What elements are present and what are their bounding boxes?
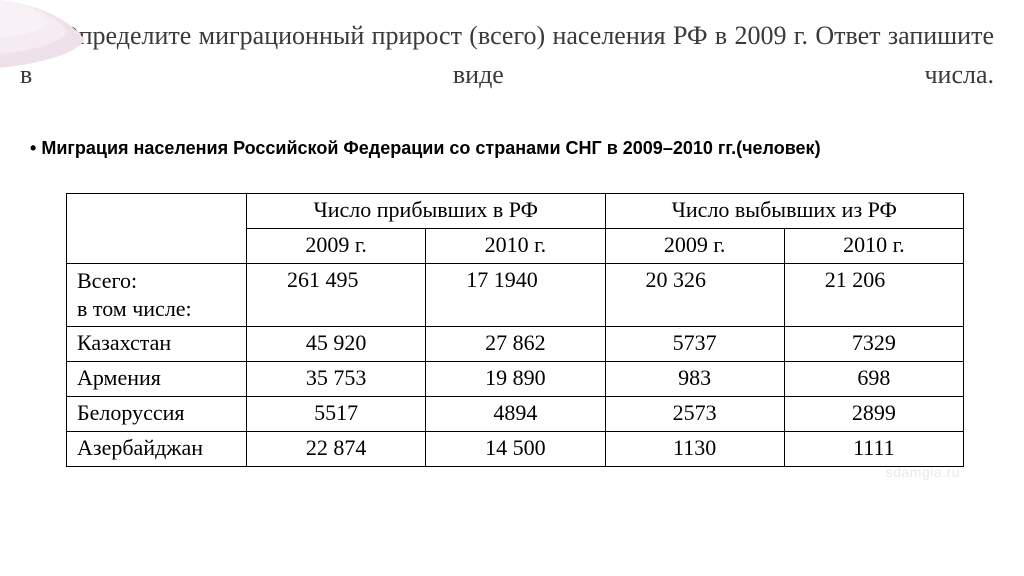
cell: 17 1940	[426, 264, 605, 327]
question-text: Определите миграционный прирост (всего) …	[20, 21, 994, 89]
cell: 19 890	[426, 362, 605, 397]
page: 23. Определите миграционный прирост (все…	[0, 0, 1024, 576]
table-row: Азербайджан 22 874 14 500 1130 1111	[67, 432, 964, 467]
table-caption: • Миграция населения Российской Федераци…	[0, 104, 1024, 169]
table-row: Белоруссия 5517 4894 2573 2899	[67, 397, 964, 432]
cell: 5737	[605, 327, 784, 362]
cell: 5517	[247, 397, 426, 432]
cell: 1130	[605, 432, 784, 467]
cell: 45 920	[247, 327, 426, 362]
cell: 22 874	[247, 432, 426, 467]
cell: 983	[605, 362, 784, 397]
question-number: 23.	[20, 21, 53, 50]
header-dep-2010: 2010 г.	[784, 229, 963, 264]
table-row: Армения 35 753 19 890 983 698	[67, 362, 964, 397]
row-label: Армения	[67, 362, 247, 397]
cell: 698	[784, 362, 963, 397]
cell: 4894	[426, 397, 605, 432]
cell: 261 495	[247, 264, 426, 327]
cell: 7329	[784, 327, 963, 362]
cell: 20 326	[605, 264, 784, 327]
header-dep-2009: 2009 г.	[605, 229, 784, 264]
table-row: Казахстан 45 920 27 862 5737 7329	[67, 327, 964, 362]
header-blank	[67, 194, 247, 264]
header-arr-2009: 2009 г.	[247, 229, 426, 264]
cell: 1111	[784, 432, 963, 467]
cell: 2899	[784, 397, 963, 432]
caption-text: Миграция населения Российской Федерации …	[41, 138, 820, 158]
row-label: Белоруссия	[67, 397, 247, 432]
question-block: 23. Определите миграционный прирост (все…	[0, 0, 1024, 104]
migration-table: Число прибывших в РФ Число выбывших из Р…	[66, 193, 964, 467]
cell: 14 500	[426, 432, 605, 467]
table-header-row-1: Число прибывших в РФ Число выбывших из Р…	[67, 194, 964, 229]
header-arr-2010: 2010 г.	[426, 229, 605, 264]
table-row: Всего: в том числе: 261 495 17 1940 20 3…	[67, 264, 964, 327]
cell: 27 862	[426, 327, 605, 362]
cell: 2573	[605, 397, 784, 432]
header-departed: Число выбывших из РФ	[605, 194, 964, 229]
cell: 21 206	[784, 264, 963, 327]
cell: 35 753	[247, 362, 426, 397]
bullet-icon: •	[30, 138, 36, 159]
row-label: Всего: в том числе:	[67, 264, 247, 327]
row-label: Азербайджан	[67, 432, 247, 467]
table-wrap: Число прибывших в РФ Число выбывших из Р…	[0, 169, 1024, 467]
row-label: Казахстан	[67, 327, 247, 362]
header-arrived: Число прибывших в РФ	[247, 194, 606, 229]
